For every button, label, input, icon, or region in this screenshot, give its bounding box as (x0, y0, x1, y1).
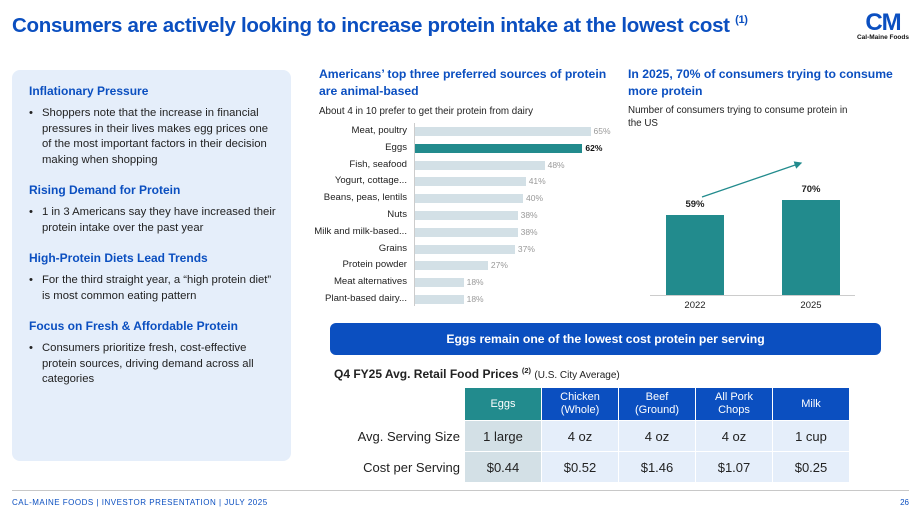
table-row: Cost per Serving $0.44 $0.52 $1.46 $1.07 $0.2… (330, 451, 850, 483)
bar-label: Protein powder (342, 259, 407, 271)
bar-value: 40% (526, 193, 544, 204)
bar-value: 62% (585, 142, 603, 153)
bar-label: Eggs (385, 141, 407, 153)
bar (415, 295, 464, 304)
bar-value: 41% (528, 176, 546, 187)
table-cell: 4 oz (695, 420, 773, 452)
panel-bullet: Consumers prioritize fresh, cost-effecti… (29, 341, 277, 388)
column-header: Chicken (Whole) (541, 387, 619, 421)
footer-divider (12, 490, 909, 491)
table-header-row: Eggs Chicken (Whole) Beef (Ground) All Pork Ch… (330, 387, 850, 421)
bar-chart-title: Americans’ top three preferred sources o… (319, 67, 607, 98)
panel-heading: Inflationary Pressure (29, 84, 149, 98)
column-chart-title: In 2025, 70% of consumers trying to cons… (628, 67, 893, 98)
column-header: Beef (Ground) (618, 387, 696, 421)
panel-list: Shoppers note that the increase in finan… (29, 106, 277, 168)
title-footnote: (1) (735, 14, 748, 26)
bar-value: 27% (490, 260, 508, 271)
bar-value: 37% (517, 243, 535, 254)
bar (415, 127, 591, 136)
column-chart-subtitle: Number of consumers trying to consume pr… (628, 105, 848, 129)
bar-value: 38% (520, 226, 538, 237)
bar-value: 38% (520, 210, 538, 220)
bar-chart-subtitle: About 4 in 10 prefer to get their protei… (319, 106, 534, 117)
bar (415, 194, 523, 204)
bar (415, 143, 583, 153)
table-cell: $1.07 (695, 451, 773, 483)
column-header: Eggs (464, 387, 542, 421)
bar (415, 261, 488, 271)
bar-value: 48% (547, 159, 565, 170)
panel-heading: High-Protein Diets Lead Trends (29, 251, 208, 265)
row-label: Cost per Serving (330, 451, 465, 483)
table-cell: $0.44 (464, 451, 542, 483)
column-chart-baseline (650, 295, 855, 296)
panel-list: For the third straight year, a “high pro… (29, 273, 277, 304)
panel-list: Consumers prioritize fresh, cost-effecti… (29, 341, 277, 388)
page-number: 26 (900, 498, 909, 507)
bar-label: Grains (378, 242, 407, 254)
bar-label: Fish, seafood (349, 158, 407, 170)
column-value: 70% (801, 183, 821, 195)
panel-bullet: Shoppers note that the increase in finan… (29, 106, 277, 168)
panel-bullet: 1 in 3 Americans say they have increased… (29, 205, 277, 236)
column-category: 2022 (684, 300, 706, 311)
column-category: 2025 (800, 300, 822, 311)
column-header: All Pork Chops (695, 387, 773, 421)
column-bar (666, 214, 724, 295)
table-title: Q4 FY25 Avg. Retail Food Prices (2) (U.S… (334, 366, 620, 381)
table-cell: $0.52 (541, 451, 619, 483)
bar (415, 227, 518, 237)
footer-text: CAL-MAINE FOODS | INVESTOR PRESENTATION … (12, 498, 268, 507)
panel-heading: Rising Demand for Protein (29, 183, 181, 197)
bar (415, 177, 526, 187)
logo-name: Cal-Maine Foods (856, 34, 909, 41)
table-cell: $0.25 (772, 451, 850, 483)
table-cell: 1 cup (772, 420, 850, 452)
row-label: Avg. Serving Size (330, 420, 465, 452)
table-row: Avg. Serving Size 1 large 4 oz 4 oz 4 oz 1 cu… (330, 420, 850, 452)
bar-label: Plant-based dairy... (325, 293, 407, 304)
table-cell: 4 oz (541, 420, 619, 452)
column-bar (782, 199, 840, 295)
table-cell: 1 large (464, 420, 542, 452)
page-title: Consumers are actively looking to increa… (12, 14, 748, 37)
logo-mark: CM (865, 9, 901, 36)
bar (415, 160, 545, 170)
panel-heading: Focus on Fresh & Affordable Protein (29, 319, 238, 333)
bar (415, 211, 518, 220)
bar-label: Nuts (387, 209, 407, 220)
bar (415, 278, 464, 288)
insights-panel: Inflationary Pressure Shoppers note that … (12, 70, 291, 461)
table-cell: 4 oz (618, 420, 696, 452)
table-cell: $1.46 (618, 451, 696, 483)
bar-value: 65% (593, 126, 611, 136)
bar-value: 18% (466, 294, 484, 304)
bar-label: Milk and milk-based... (314, 225, 407, 237)
column-value: 59% (685, 198, 705, 210)
panel-list: 1 in 3 Americans say they have increased… (29, 205, 277, 236)
panel-bullet: For the third straight year, a “high pro… (29, 273, 277, 304)
bar (415, 244, 515, 254)
column-header: Milk (772, 387, 850, 421)
cost-banner: Eggs remain one of the lowest cost prote… (330, 323, 881, 355)
bar-label: Meat alternatives (333, 276, 407, 288)
company-logo: CM Cal-Maine Foods (852, 9, 914, 42)
bar-chart-axis (414, 123, 415, 306)
price-table: Eggs Chicken (Whole) Beef (Ground) All Pork Ch… (330, 387, 850, 483)
bar-value: 18% (466, 277, 484, 288)
bar-label: Beans, peas, lentils (323, 192, 407, 204)
bar-label: Meat, poultry (351, 125, 407, 136)
header-blank (330, 387, 465, 421)
bar-label: Yogurt, cottage... (334, 175, 407, 187)
